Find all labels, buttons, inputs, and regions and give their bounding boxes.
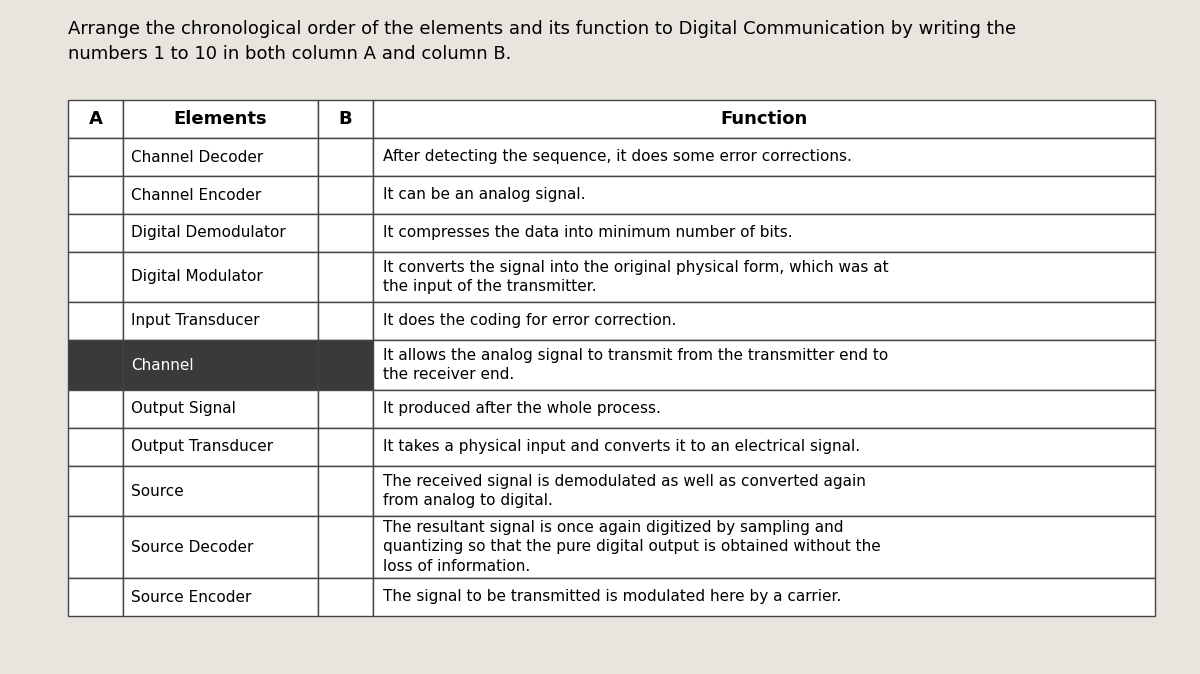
Bar	[124, 516, 318, 578]
Text: It converts the signal into the original physical form, which was at
the input o: It converts the signal into the original…	[383, 260, 889, 294]
Bar	[373, 214, 1154, 252]
Text: B: B	[338, 110, 353, 128]
Text: The signal to be transmitted is modulated here by a carrier.: The signal to be transmitted is modulate…	[383, 590, 841, 605]
Bar	[373, 252, 1154, 302]
Bar	[318, 578, 373, 616]
Text: Input Transducer: Input Transducer	[131, 313, 259, 328]
Bar	[318, 302, 373, 340]
Bar	[124, 138, 318, 176]
Bar	[68, 302, 124, 340]
Text: Output Transducer: Output Transducer	[131, 439, 274, 454]
Bar	[373, 176, 1154, 214]
Bar	[318, 390, 373, 428]
Text: Digital Demodulator: Digital Demodulator	[131, 226, 286, 241]
Bar	[318, 428, 373, 466]
Bar	[68, 516, 124, 578]
Text: Source: Source	[131, 483, 184, 499]
Text: It allows the analog signal to transmit from the transmitter end to
the receiver: It allows the analog signal to transmit …	[383, 348, 888, 382]
Bar	[318, 138, 373, 176]
Bar	[124, 302, 318, 340]
Text: Function: Function	[720, 110, 808, 128]
Bar	[124, 466, 318, 516]
Bar	[124, 214, 318, 252]
Bar	[124, 252, 318, 302]
Bar	[68, 138, 124, 176]
Bar	[318, 340, 373, 390]
Bar	[373, 340, 1154, 390]
Bar	[124, 578, 318, 616]
Text: Output Signal: Output Signal	[131, 402, 236, 417]
Bar	[68, 252, 124, 302]
Bar	[318, 516, 373, 578]
Bar	[68, 428, 124, 466]
Text: Channel Decoder: Channel Decoder	[131, 150, 263, 164]
Bar	[373, 516, 1154, 578]
Text: A: A	[89, 110, 102, 128]
Text: Source Decoder: Source Decoder	[131, 539, 253, 555]
Text: Source Encoder: Source Encoder	[131, 590, 251, 605]
Bar	[124, 428, 318, 466]
Bar	[68, 340, 124, 390]
Text: Channel Encoder: Channel Encoder	[131, 187, 262, 202]
Bar	[68, 466, 124, 516]
Bar	[68, 176, 124, 214]
Text: It can be an analog signal.: It can be an analog signal.	[383, 187, 586, 202]
Text: Channel: Channel	[131, 357, 193, 373]
Bar	[68, 214, 124, 252]
Text: Arrange the chronological order of the elements and its function to Digital Comm: Arrange the chronological order of the e…	[68, 20, 1016, 63]
Bar	[68, 390, 124, 428]
Text: It does the coding for error correction.: It does the coding for error correction.	[383, 313, 677, 328]
Text: It compresses the data into minimum number of bits.: It compresses the data into minimum numb…	[383, 226, 793, 241]
Bar	[373, 302, 1154, 340]
Bar	[373, 390, 1154, 428]
Text: It produced after the whole process.: It produced after the whole process.	[383, 402, 661, 417]
Bar	[124, 100, 318, 138]
Bar	[68, 100, 124, 138]
Bar	[318, 176, 373, 214]
Bar	[373, 428, 1154, 466]
Text: The resultant signal is once again digitized by sampling and
quantizing so that : The resultant signal is once again digit…	[383, 520, 881, 574]
Bar	[373, 578, 1154, 616]
Text: It takes a physical input and converts it to an electrical signal.: It takes a physical input and converts i…	[383, 439, 860, 454]
Bar	[124, 340, 318, 390]
Bar	[318, 252, 373, 302]
Text: Elements: Elements	[174, 110, 268, 128]
Bar	[318, 466, 373, 516]
Bar	[373, 138, 1154, 176]
Text: Digital Modulator: Digital Modulator	[131, 270, 263, 284]
Bar	[318, 100, 373, 138]
Bar	[373, 466, 1154, 516]
Text: After detecting the sequence, it does some error corrections.: After detecting the sequence, it does so…	[383, 150, 852, 164]
Bar	[124, 176, 318, 214]
Bar	[124, 390, 318, 428]
Bar	[373, 100, 1154, 138]
Bar	[68, 578, 124, 616]
Text: The received signal is demodulated as well as converted again
from analog to dig: The received signal is demodulated as we…	[383, 474, 866, 508]
Bar	[318, 214, 373, 252]
